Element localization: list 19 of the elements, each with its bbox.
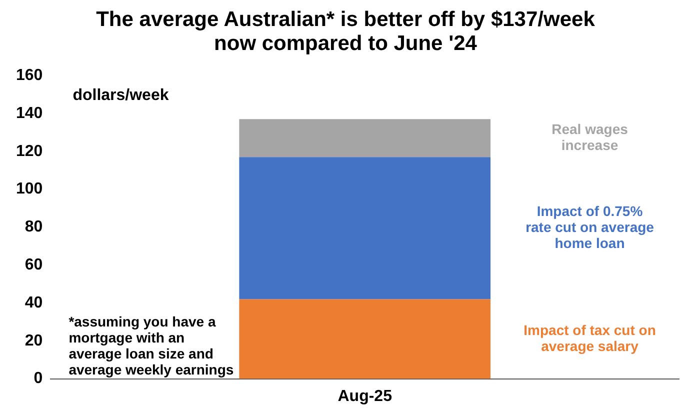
bar	[239, 119, 491, 158]
annotation: *assuming you have a mortgage with an average loan size and average weekly earnings	[68, 314, 234, 378]
y-tick-label: 140	[16, 104, 43, 122]
y-tick-label: 20	[24, 332, 43, 350]
y-tick-label: 60	[24, 256, 43, 274]
chart-title: The average Australian* is better off by $137/week now compared to June '24	[96, 8, 596, 57]
y-axis-title: dollars/week	[72, 87, 169, 104]
y-tick-label: 160	[16, 67, 43, 84]
bar	[239, 299, 491, 379]
text: Impact of 0.75% rate cut on average home loan	[526, 203, 654, 252]
text: Real wages increase	[552, 120, 628, 153]
bar	[239, 157, 491, 300]
y-tick-label: 120	[16, 142, 43, 160]
y-tick-label: 80	[24, 218, 43, 236]
text: Impact of tax cut on average salary	[524, 322, 656, 354]
y-tick-label: 40	[24, 294, 43, 312]
y-tick-label: 0	[34, 370, 43, 388]
x-tick-label: Aug-25	[338, 388, 392, 405]
y-tick-label: 100	[16, 180, 43, 198]
